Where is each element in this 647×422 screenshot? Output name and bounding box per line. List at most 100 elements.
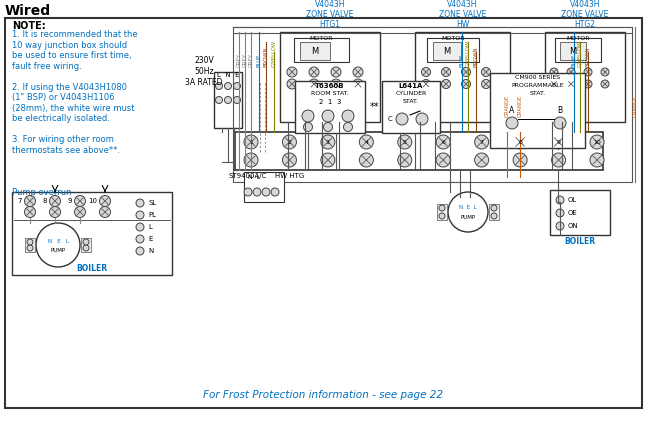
Circle shape xyxy=(421,68,430,76)
Text: G/YELLOW: G/YELLOW xyxy=(578,40,582,67)
Circle shape xyxy=(353,79,363,89)
Bar xyxy=(437,204,447,220)
Text: BLUE: BLUE xyxy=(459,54,465,67)
Circle shape xyxy=(567,80,575,88)
Text: GREY: GREY xyxy=(248,53,254,67)
Circle shape xyxy=(551,153,565,167)
Circle shape xyxy=(556,209,564,217)
Text: 3: 3 xyxy=(326,140,330,144)
Text: G/YELLOW: G/YELLOW xyxy=(272,40,276,67)
Text: L641A: L641A xyxy=(399,83,423,89)
Text: G/YELLOW: G/YELLOW xyxy=(465,40,470,67)
Circle shape xyxy=(303,122,313,132)
Circle shape xyxy=(421,79,430,89)
Text: B: B xyxy=(558,106,562,114)
Bar xyxy=(244,172,284,202)
Circle shape xyxy=(439,213,445,219)
Circle shape xyxy=(244,153,258,167)
Circle shape xyxy=(225,82,232,89)
Circle shape xyxy=(25,206,36,217)
Text: SL: SL xyxy=(148,200,156,206)
Circle shape xyxy=(215,97,223,103)
Circle shape xyxy=(302,110,314,122)
Text: N  E  L: N E L xyxy=(459,205,477,209)
Text: 10 way junction box should: 10 way junction box should xyxy=(12,41,127,49)
Circle shape xyxy=(513,135,527,149)
Circle shape xyxy=(475,153,488,167)
Circle shape xyxy=(513,153,527,167)
Text: MOTOR: MOTOR xyxy=(309,36,333,41)
Circle shape xyxy=(253,188,261,196)
Text: M: M xyxy=(569,46,576,56)
Text: For Frost Protection information - see page 22: For Frost Protection information - see p… xyxy=(203,390,443,400)
Text: 7: 7 xyxy=(17,198,22,204)
Circle shape xyxy=(309,67,319,77)
Circle shape xyxy=(136,199,144,207)
Circle shape xyxy=(491,205,497,211)
Circle shape xyxy=(27,239,33,245)
Text: NOTE:: NOTE: xyxy=(12,21,46,31)
Text: V4043H: V4043H xyxy=(314,0,345,9)
Bar xyxy=(490,73,585,148)
Bar xyxy=(300,42,330,60)
Text: 4: 4 xyxy=(364,140,368,144)
Text: (28mm), the white wire must: (28mm), the white wire must xyxy=(12,103,135,113)
Circle shape xyxy=(359,153,373,167)
Bar xyxy=(81,238,91,252)
Bar xyxy=(545,32,625,122)
Circle shape xyxy=(491,213,497,219)
Circle shape xyxy=(234,82,241,89)
Text: **: ** xyxy=(370,102,380,112)
Circle shape xyxy=(321,153,335,167)
Circle shape xyxy=(567,68,575,76)
Circle shape xyxy=(283,153,296,167)
Bar xyxy=(489,204,499,220)
Text: L: L xyxy=(148,224,152,230)
Text: CM900 SERIES: CM900 SERIES xyxy=(515,75,560,80)
Bar xyxy=(233,27,632,182)
Text: ORANGE: ORANGE xyxy=(505,95,509,117)
Text: ZONE VALVE: ZONE VALVE xyxy=(306,10,354,19)
Circle shape xyxy=(136,223,144,231)
Text: N: N xyxy=(148,248,153,254)
Circle shape xyxy=(344,122,353,132)
Bar xyxy=(12,192,172,275)
Circle shape xyxy=(262,188,270,196)
Circle shape xyxy=(554,117,566,129)
Text: N  L: N L xyxy=(248,175,260,180)
Text: C: C xyxy=(388,116,392,122)
Circle shape xyxy=(50,206,61,217)
Text: fault free wiring.: fault free wiring. xyxy=(12,62,82,70)
Circle shape xyxy=(441,68,450,76)
Circle shape xyxy=(439,205,445,211)
Text: T6360B: T6360B xyxy=(315,83,345,89)
Bar xyxy=(294,38,349,62)
Circle shape xyxy=(584,68,592,76)
Text: ON: ON xyxy=(568,223,578,229)
Circle shape xyxy=(398,153,411,167)
Circle shape xyxy=(331,67,341,77)
Circle shape xyxy=(74,195,85,206)
Circle shape xyxy=(481,68,490,76)
Circle shape xyxy=(27,245,33,251)
Bar xyxy=(280,32,380,122)
Text: V4043H: V4043H xyxy=(570,0,600,9)
Text: 1. It is recommended that the: 1. It is recommended that the xyxy=(12,30,138,39)
Text: BROWN: BROWN xyxy=(586,46,591,67)
Text: 1: 1 xyxy=(249,140,253,144)
Circle shape xyxy=(244,188,252,196)
Circle shape xyxy=(551,135,565,149)
Text: 2  1  3: 2 1 3 xyxy=(319,99,341,105)
Bar xyxy=(560,42,586,60)
Text: ORANGE: ORANGE xyxy=(633,95,637,117)
Circle shape xyxy=(244,135,258,149)
Text: 9: 9 xyxy=(556,140,560,144)
Text: HW HTG: HW HTG xyxy=(276,173,305,179)
Text: M: M xyxy=(311,46,318,56)
Circle shape xyxy=(25,195,36,206)
Circle shape xyxy=(215,82,223,89)
Circle shape xyxy=(136,235,144,243)
Bar xyxy=(433,42,461,60)
Text: 6: 6 xyxy=(441,140,445,144)
Circle shape xyxy=(74,206,85,217)
